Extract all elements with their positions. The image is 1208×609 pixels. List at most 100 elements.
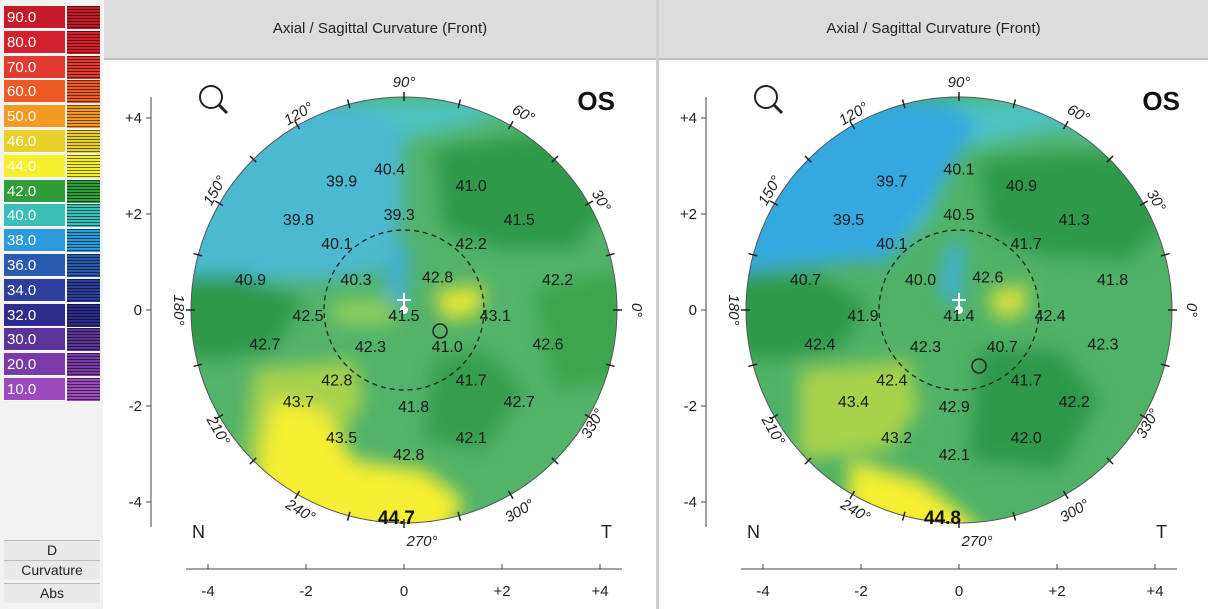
scale-entry-label: 70.0 bbox=[4, 55, 65, 79]
scale-entry-swatch bbox=[67, 55, 100, 79]
x-tick-label: -2 bbox=[854, 583, 867, 600]
magnifier-icon[interactable] bbox=[199, 85, 229, 115]
curvature-value: 42.0 bbox=[1011, 430, 1042, 447]
curvature-value: 41.8 bbox=[398, 399, 429, 416]
curvature-value: 42.2 bbox=[456, 236, 487, 253]
curvature-value: 39.3 bbox=[384, 207, 415, 224]
angle-tick bbox=[605, 363, 615, 368]
scale-unit-label[interactable]: D bbox=[4, 540, 100, 560]
corneal-topography-map[interactable]: +4 +2 0 -2 -4 -4 -2 0 +2 +4 90° 120° 60°… bbox=[659, 60, 1208, 609]
scale-entry-label: 46.0 bbox=[4, 130, 65, 153]
curvature-value: 39.9 bbox=[326, 173, 357, 190]
curvature-value: 40.3 bbox=[340, 272, 371, 289]
angle-tick bbox=[1012, 99, 1017, 109]
angle-tick bbox=[901, 99, 906, 109]
scale-entry-swatch bbox=[67, 254, 100, 277]
pupil-center-marker bbox=[971, 358, 987, 374]
angle-tick bbox=[1062, 120, 1069, 130]
angle-tick bbox=[1160, 252, 1170, 257]
magnifier-icon[interactable] bbox=[754, 85, 784, 115]
scale-entry-label: 44.0 bbox=[4, 154, 65, 178]
scale-mode-label[interactable]: Abs bbox=[4, 583, 100, 603]
curvature-value: 42.6 bbox=[532, 337, 563, 354]
angle-tick bbox=[1012, 511, 1017, 521]
curvature-value: 42.2 bbox=[542, 272, 573, 289]
curvature-value: 41.0 bbox=[432, 339, 463, 356]
curvature-value: 42.9 bbox=[939, 399, 970, 416]
apex-marker bbox=[397, 293, 411, 314]
curvature-value: 42.8 bbox=[393, 447, 424, 464]
nasal-label: N bbox=[747, 522, 760, 542]
curvature-value: 43.5 bbox=[326, 430, 357, 447]
scale-type-label[interactable]: Curvature bbox=[4, 560, 100, 580]
angle-label: 0° bbox=[1183, 303, 1200, 317]
angle-label: 0° bbox=[628, 303, 645, 317]
y-tick-label: +4 bbox=[125, 110, 142, 127]
angle-tick bbox=[457, 511, 462, 521]
scale-entry-label: 38.0 bbox=[4, 229, 65, 253]
x-tick-label: +4 bbox=[591, 583, 608, 600]
apex-marker bbox=[952, 293, 966, 314]
angle-tick bbox=[1062, 490, 1069, 500]
angle-tick bbox=[346, 511, 351, 521]
angle-tick bbox=[249, 155, 257, 163]
curvature-values: 40.1 39.7 40.9 39.5 40.5 41.3 40.1 41.7 40.7 40.0… bbox=[790, 161, 1128, 464]
angle-ticks bbox=[186, 92, 622, 528]
x-tick-label: 0 bbox=[955, 583, 963, 600]
curvature-value: 42.1 bbox=[456, 430, 487, 447]
angle-label: 90° bbox=[393, 74, 416, 91]
curvature-value: 41.5 bbox=[504, 212, 535, 229]
angle-tick bbox=[1106, 155, 1114, 163]
scale-entry-label: 40.0 bbox=[4, 204, 65, 228]
scale-entry-swatch bbox=[67, 130, 100, 153]
angle-label: 60° bbox=[509, 101, 537, 127]
curvature-map-panel-left: Axial / Sagittal Curvature (Front) bbox=[104, 0, 656, 609]
scale-entry-label: 32.0 bbox=[4, 303, 65, 327]
angle-tick bbox=[193, 252, 203, 257]
y-tick-label: -4 bbox=[684, 494, 697, 511]
angle-tick bbox=[748, 252, 758, 257]
angle-tick bbox=[214, 413, 224, 420]
curvature-value: 42.4 bbox=[1035, 308, 1066, 325]
x-tick-label: +2 bbox=[1048, 583, 1065, 600]
angle-tick bbox=[748, 363, 758, 368]
angle-tick bbox=[346, 99, 351, 109]
scale-entry-swatch bbox=[67, 278, 100, 302]
steepest-value: 44.8 bbox=[924, 508, 961, 529]
curvature-value: 41.5 bbox=[388, 308, 419, 325]
angle-tick bbox=[1106, 457, 1114, 465]
y-tick-label: +4 bbox=[680, 110, 697, 127]
curvature-value: 39.8 bbox=[283, 212, 314, 229]
angle-ticks bbox=[741, 92, 1177, 528]
curvature-value: 40.1 bbox=[943, 161, 974, 178]
curvature-value: 41.7 bbox=[456, 373, 487, 390]
curvature-value: 42.6 bbox=[972, 269, 1003, 286]
curvature-value: 42.1 bbox=[939, 447, 970, 464]
curvature-value: 42.3 bbox=[1087, 337, 1118, 354]
angle-tick bbox=[249, 457, 257, 465]
y-tick-label: 0 bbox=[689, 302, 697, 319]
central-zone-circle bbox=[878, 229, 1040, 391]
angle-label: 300° bbox=[1057, 496, 1092, 526]
curvature-map-panel-right: Axial / Sagittal Curvature (Front) bbox=[659, 0, 1208, 609]
angle-tick bbox=[507, 490, 514, 500]
y-tick-label: -2 bbox=[129, 398, 142, 415]
x-tick-label: +4 bbox=[1146, 583, 1163, 600]
x-tick-label: -4 bbox=[756, 583, 769, 600]
angle-tick bbox=[1139, 200, 1149, 207]
corneal-topography-map[interactable]: +4 +2 0 -2 -4 -4 -2 0 +2 +4 90° 120° 60°… bbox=[104, 60, 656, 609]
y-tick-label: +2 bbox=[125, 206, 142, 223]
angle-label: 90° bbox=[948, 74, 971, 91]
curvature-values: 40.4 39.9 41.0 39.8 39.3 41.5 40.1 42.2 40.9 40.3… bbox=[235, 161, 573, 464]
scale-entry-label: 36.0 bbox=[4, 254, 65, 277]
curvature-value: 42.8 bbox=[321, 373, 352, 390]
angle-tick bbox=[294, 490, 301, 500]
curvature-value: 40.1 bbox=[321, 236, 352, 253]
angle-tick bbox=[901, 511, 906, 521]
y-tick-label: -4 bbox=[129, 494, 142, 511]
x-tick-label: -2 bbox=[299, 583, 312, 600]
pupil-center-marker bbox=[432, 323, 448, 339]
curvature-value: 42.2 bbox=[1059, 394, 1090, 411]
scale-entry-swatch bbox=[67, 179, 100, 203]
curvature-value: 39.7 bbox=[876, 173, 907, 190]
